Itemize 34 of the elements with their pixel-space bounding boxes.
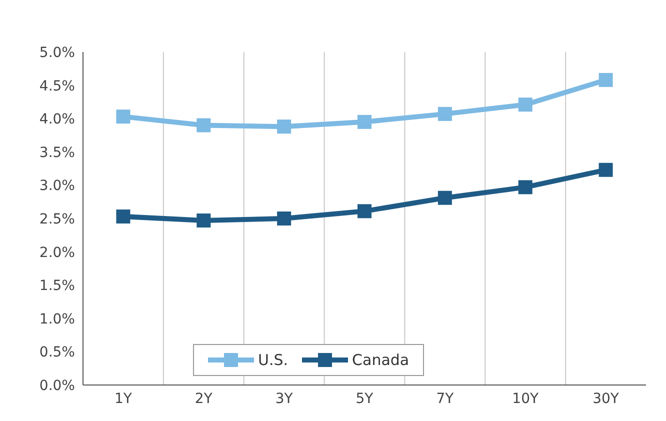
y-tick-label: 4.0% (39, 112, 75, 128)
point (438, 190, 452, 205)
x-tick-label: 3Y (275, 390, 294, 407)
point (518, 180, 532, 194)
point (598, 162, 613, 177)
y-tick-label: 5.0% (39, 44, 75, 61)
point (358, 204, 372, 218)
x-tick-label: 5Y (356, 390, 374, 407)
point (196, 214, 211, 228)
y-tick-label: 2.0% (39, 244, 75, 261)
x-tick-label: 2Y (194, 390, 213, 407)
x-tick-label: 1Y (114, 390, 132, 407)
y-tick-label: 3.5% (39, 144, 75, 161)
point (438, 106, 452, 121)
y-tick-label: 2.5% (39, 211, 75, 228)
y-tick-label: 3.0% (39, 178, 75, 194)
y-tick-label: 4.5% (39, 78, 75, 94)
point (116, 210, 130, 224)
x-tick-label: 7Y (436, 390, 454, 407)
point (116, 110, 130, 124)
y-tick-label: 0.0% (39, 378, 75, 394)
point (277, 120, 292, 134)
point (518, 98, 532, 112)
point (277, 212, 292, 226)
x-tick-label: 30Y (592, 390, 620, 407)
legend-label: Canada (352, 351, 410, 369)
y-tick-label: 1.5% (39, 278, 75, 294)
y-tick-label: 0.5% (39, 344, 75, 361)
point (358, 114, 372, 129)
point (598, 72, 613, 87)
legend-label: U.S. (258, 351, 288, 369)
point (196, 118, 211, 132)
x-tick-label: 10Y (512, 390, 539, 407)
y-tick-label: 1.0% (39, 311, 75, 328)
